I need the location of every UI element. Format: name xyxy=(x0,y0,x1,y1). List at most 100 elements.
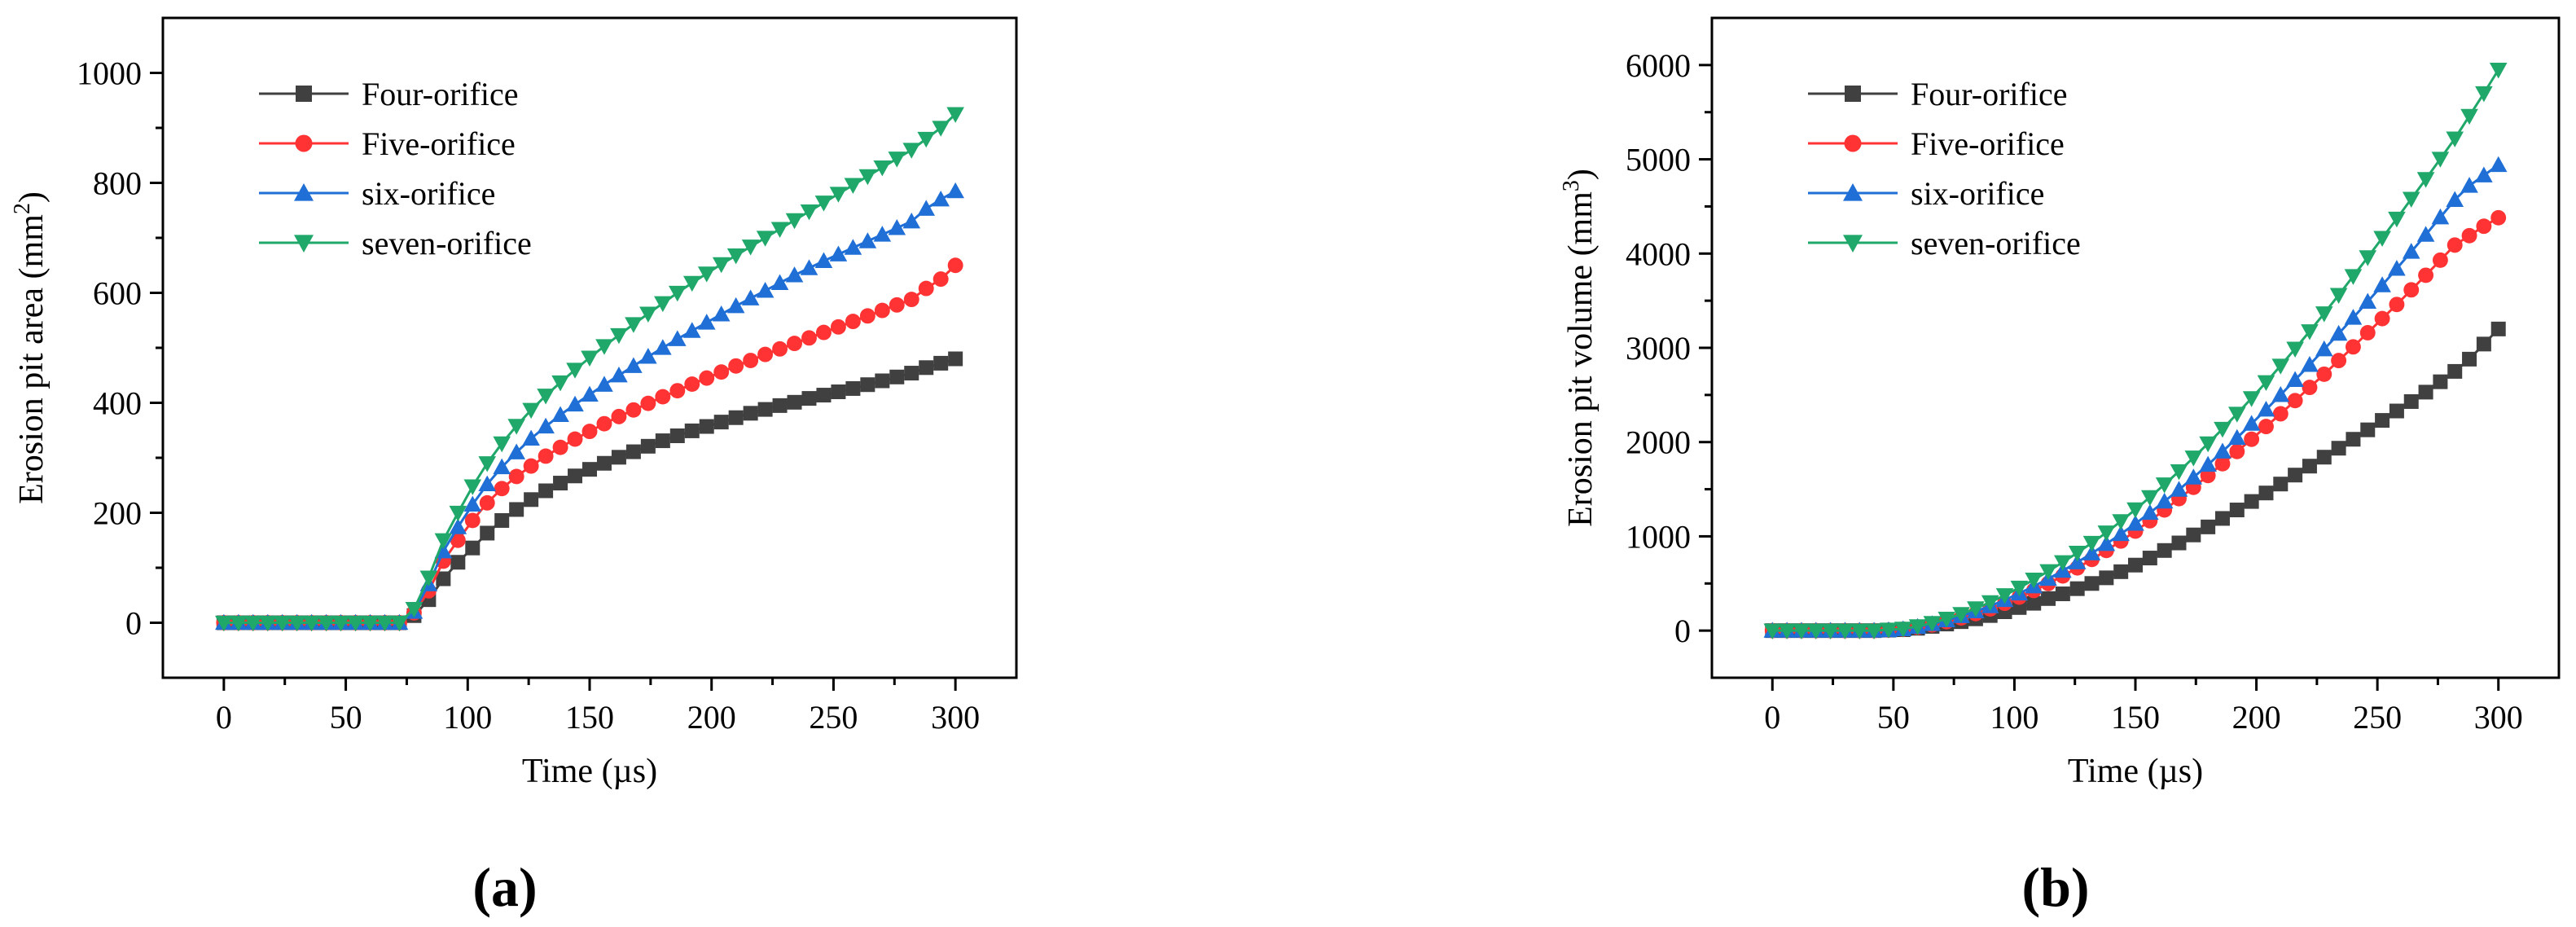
data-point xyxy=(2097,525,2116,542)
y-tick-label: 1000 xyxy=(77,55,142,92)
data-point xyxy=(770,274,789,290)
data-point xyxy=(2359,250,2377,266)
data-point xyxy=(919,360,934,376)
data-point xyxy=(1880,622,1898,639)
data-point xyxy=(478,456,497,472)
series-seven-orifice xyxy=(215,107,964,632)
data-point xyxy=(669,383,686,399)
data-point xyxy=(918,280,934,297)
legend-swatch-marker xyxy=(1843,183,1863,201)
legend-swatch-marker xyxy=(1843,235,1863,253)
data-point xyxy=(801,391,817,406)
legend-item: Four-orifice xyxy=(1808,76,2067,112)
data-point xyxy=(2316,450,2332,465)
data-point xyxy=(2344,269,2363,285)
data-point xyxy=(523,458,539,474)
data-point xyxy=(830,319,846,335)
data-point xyxy=(2374,310,2390,327)
data-point xyxy=(581,424,598,440)
data-point xyxy=(1894,622,1912,638)
data-point xyxy=(2126,515,2144,531)
data-point xyxy=(845,314,861,330)
x-axis-title: Time (µs) xyxy=(522,753,657,790)
data-point xyxy=(244,615,262,632)
data-point xyxy=(2257,400,2275,417)
data-point xyxy=(2186,527,2201,543)
data-point xyxy=(2258,419,2274,435)
data-point xyxy=(553,476,568,491)
data-point xyxy=(2201,519,2216,534)
y-axis-title-superscript: 3 xyxy=(1559,180,1584,191)
data-point xyxy=(2433,374,2448,389)
x-axis-title: Time (µs) xyxy=(2068,753,2203,790)
y-tick-label: 0 xyxy=(1674,613,1691,649)
data-point xyxy=(2388,211,2406,228)
y-tick-label: 800 xyxy=(93,165,142,202)
data-point xyxy=(2345,339,2361,355)
data-point xyxy=(800,259,818,275)
series-line xyxy=(223,264,957,624)
y-axis-title-main: Erosion pit area (mm xyxy=(13,214,50,504)
data-point xyxy=(2331,441,2346,456)
data-point xyxy=(917,131,936,148)
x-tick-label: 0 xyxy=(216,699,232,736)
data-point xyxy=(2082,535,2101,552)
data-point xyxy=(419,570,438,587)
data-point xyxy=(2271,358,2290,375)
y-tick-label: 600 xyxy=(93,275,142,312)
data-point xyxy=(743,353,759,368)
legend-item: six-orifice xyxy=(259,175,495,212)
data-point xyxy=(2316,366,2332,382)
data-point xyxy=(1836,623,1854,639)
data-point xyxy=(2446,191,2464,207)
y-axis-title: Erosion pit area (mm2) xyxy=(10,191,50,504)
x-tick-label: 200 xyxy=(2232,699,2281,736)
data-point xyxy=(1806,623,1825,639)
data-point xyxy=(2315,340,2333,357)
data-point xyxy=(2331,353,2347,369)
x-tick-label: 50 xyxy=(330,699,362,736)
data-point xyxy=(2229,443,2245,459)
y-tick-label: 0 xyxy=(125,605,142,642)
x-tick-label: 0 xyxy=(1764,699,1780,736)
data-point xyxy=(858,169,877,186)
data-point xyxy=(655,433,670,449)
data-point xyxy=(2462,351,2477,367)
legend-item: Five-orifice xyxy=(259,125,516,162)
data-point xyxy=(2476,218,2492,235)
data-point xyxy=(2447,237,2463,253)
data-point xyxy=(2084,576,2100,591)
data-point xyxy=(1923,616,1942,632)
data-point xyxy=(933,355,949,371)
data-point xyxy=(699,419,714,434)
data-point xyxy=(1952,607,1970,623)
data-point xyxy=(743,406,758,421)
data-point xyxy=(537,417,555,434)
data-point xyxy=(2375,413,2390,428)
data-point xyxy=(479,494,495,511)
data-point xyxy=(2359,325,2376,340)
data-point xyxy=(522,402,540,420)
data-point xyxy=(581,350,599,367)
data-point xyxy=(2113,564,2129,579)
data-point xyxy=(273,615,292,632)
data-point xyxy=(2315,306,2333,323)
data-point xyxy=(2184,450,2203,467)
data-point xyxy=(2359,292,2377,309)
data-point xyxy=(566,362,584,379)
legend-swatch-marker xyxy=(294,235,314,253)
data-point xyxy=(230,615,248,632)
data-point xyxy=(772,398,788,413)
data-point xyxy=(2418,384,2433,400)
data-point xyxy=(2302,380,2318,396)
data-point xyxy=(464,512,481,529)
data-point xyxy=(375,615,394,632)
data-point xyxy=(361,615,380,632)
data-point xyxy=(524,492,539,507)
data-point xyxy=(2141,503,2159,521)
data-point xyxy=(844,239,862,255)
data-point xyxy=(552,439,568,455)
data-point xyxy=(507,443,525,459)
data-point xyxy=(2416,226,2435,242)
